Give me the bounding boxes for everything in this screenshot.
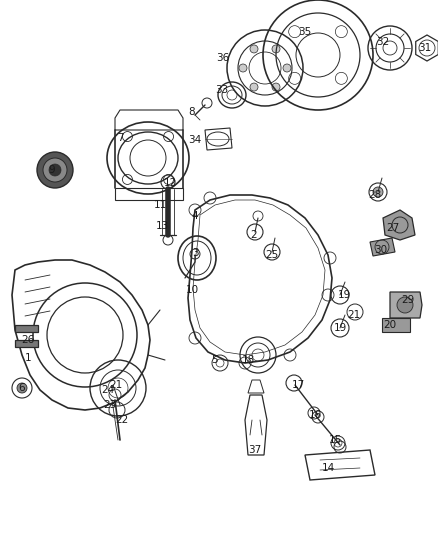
Text: 25: 25 bbox=[265, 250, 279, 260]
Text: 27: 27 bbox=[386, 223, 399, 233]
Text: 1: 1 bbox=[25, 353, 31, 363]
Text: 4: 4 bbox=[192, 211, 198, 221]
Text: 19: 19 bbox=[337, 290, 351, 300]
Text: 15: 15 bbox=[328, 435, 342, 445]
Text: 34: 34 bbox=[188, 135, 201, 145]
Text: 26: 26 bbox=[21, 335, 35, 345]
Circle shape bbox=[43, 158, 67, 182]
Text: 24: 24 bbox=[101, 385, 115, 395]
Polygon shape bbox=[390, 292, 422, 318]
Text: 31: 31 bbox=[418, 43, 431, 53]
Text: 30: 30 bbox=[374, 245, 388, 255]
Text: 5: 5 bbox=[212, 355, 218, 365]
Polygon shape bbox=[382, 318, 410, 332]
Text: 37: 37 bbox=[248, 445, 261, 455]
Text: 7: 7 bbox=[117, 133, 124, 143]
Text: 19: 19 bbox=[333, 323, 346, 333]
Circle shape bbox=[49, 164, 61, 176]
Text: 2: 2 bbox=[251, 230, 257, 240]
Text: 6: 6 bbox=[19, 383, 25, 393]
Text: 22: 22 bbox=[115, 415, 129, 425]
Text: 17: 17 bbox=[291, 380, 304, 390]
Text: 10: 10 bbox=[185, 285, 198, 295]
Text: 14: 14 bbox=[321, 463, 335, 473]
Text: 3: 3 bbox=[192, 248, 198, 258]
Text: 9: 9 bbox=[49, 165, 55, 175]
Circle shape bbox=[272, 83, 280, 91]
Text: 32: 32 bbox=[376, 37, 390, 47]
Text: 33: 33 bbox=[215, 85, 229, 95]
Circle shape bbox=[373, 187, 383, 197]
Text: 28: 28 bbox=[368, 190, 381, 200]
Circle shape bbox=[250, 83, 258, 91]
Text: 21: 21 bbox=[347, 310, 360, 320]
Text: 35: 35 bbox=[298, 27, 311, 37]
Text: 23: 23 bbox=[103, 400, 117, 410]
Text: 29: 29 bbox=[401, 295, 415, 305]
Text: 13: 13 bbox=[155, 221, 169, 231]
Circle shape bbox=[239, 64, 247, 72]
Circle shape bbox=[272, 45, 280, 53]
Circle shape bbox=[397, 297, 413, 313]
Text: 21: 21 bbox=[110, 380, 123, 390]
Circle shape bbox=[17, 383, 27, 393]
Text: 16: 16 bbox=[308, 410, 321, 420]
Text: 20: 20 bbox=[383, 320, 396, 330]
Circle shape bbox=[37, 152, 73, 188]
Text: 12: 12 bbox=[163, 178, 177, 188]
Text: 11: 11 bbox=[153, 200, 166, 210]
Polygon shape bbox=[15, 340, 38, 347]
Text: 18: 18 bbox=[241, 355, 254, 365]
Text: 36: 36 bbox=[216, 53, 230, 63]
Circle shape bbox=[283, 64, 291, 72]
Text: 8: 8 bbox=[189, 107, 195, 117]
Polygon shape bbox=[383, 210, 415, 240]
Polygon shape bbox=[15, 325, 38, 332]
Polygon shape bbox=[370, 238, 395, 256]
Circle shape bbox=[250, 45, 258, 53]
